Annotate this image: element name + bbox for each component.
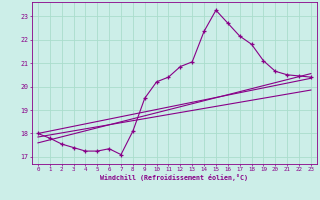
X-axis label: Windchill (Refroidissement éolien,°C): Windchill (Refroidissement éolien,°C) xyxy=(100,174,248,181)
